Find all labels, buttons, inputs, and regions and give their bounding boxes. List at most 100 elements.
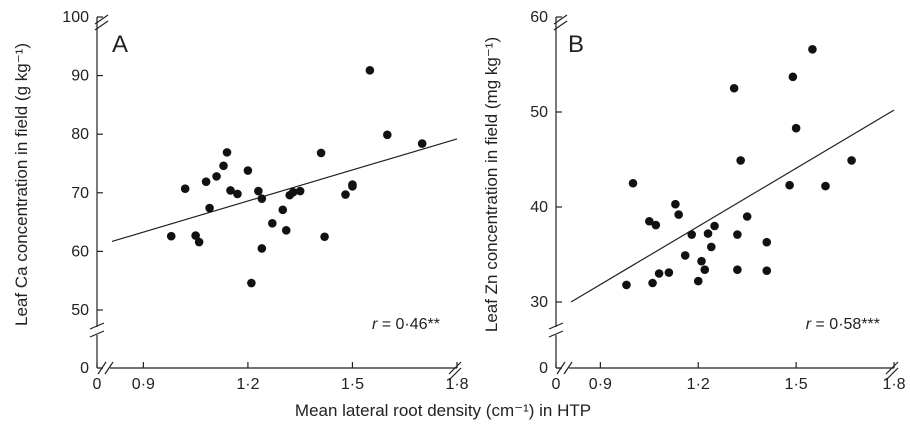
x-tick-label: 1·8 <box>445 376 468 393</box>
data-point <box>201 177 211 186</box>
correlation-value: = 0·46** <box>382 316 440 333</box>
y-tick-label: 40 <box>530 199 548 216</box>
data-point <box>257 244 267 253</box>
panel-a: 0 50 60 70 80 90 100 0 0·9 1·2 1·5 1·8 Leaf Ca conce… <box>12 9 469 393</box>
data-point <box>706 242 716 252</box>
data-point <box>687 230 697 239</box>
data-point <box>697 256 706 266</box>
x-axis-label: Mean lateral root density (cm⁻¹) in HTP <box>295 401 591 420</box>
data-point <box>222 148 232 157</box>
data-point <box>212 172 221 181</box>
data-point <box>762 237 772 247</box>
y-tick-label: 50 <box>530 104 548 121</box>
data-point <box>316 148 326 158</box>
data-point <box>226 186 235 195</box>
y-tick-label: 70 <box>71 185 89 202</box>
data-point <box>243 166 253 175</box>
data-point <box>254 186 263 196</box>
y-tick-label: 80 <box>71 126 89 143</box>
axis-break-mark <box>89 330 105 338</box>
data-point <box>736 156 745 165</box>
data-point <box>703 229 713 238</box>
axis-break-mark <box>548 330 564 338</box>
data-point <box>320 232 329 242</box>
axis-break-mark <box>104 361 114 375</box>
axes: 0 30 40 50 60 0 0·9 1·2 1·5 1·8 <box>530 9 905 393</box>
data-point <box>654 269 664 278</box>
data-point <box>417 139 427 148</box>
data-point <box>821 181 830 191</box>
data-point <box>729 83 739 93</box>
x-tick-label: 1·8 <box>882 376 905 393</box>
data-point <box>742 212 752 221</box>
x-tick-label: 1·2 <box>687 376 710 393</box>
data-point <box>288 187 298 197</box>
data-point <box>674 210 683 219</box>
data-point <box>700 265 710 275</box>
data-point <box>295 186 305 196</box>
y-tick-label: 0 <box>539 360 548 377</box>
axis-break-mark <box>553 14 568 25</box>
data-point <box>233 189 242 199</box>
x-tick-label: 0·9 <box>589 376 612 393</box>
data-point <box>180 184 190 193</box>
data-point <box>191 231 200 240</box>
data-point <box>383 130 392 140</box>
panel-b: 0 30 40 50 60 0 0·9 1·2 1·5 1·8 Leaf Zn concentrat… <box>482 9 906 393</box>
axis-break-mark <box>548 322 564 330</box>
data-point <box>166 231 176 241</box>
correlation-label: r = 0·58*** <box>806 316 880 333</box>
data-point <box>664 268 674 277</box>
axis-break-mark <box>553 20 568 31</box>
x-tick-label: 1·2 <box>236 376 259 393</box>
data-point <box>365 66 375 75</box>
axis-break-mark <box>885 367 899 381</box>
axis-break-mark <box>448 367 462 381</box>
data-point <box>785 180 794 190</box>
data-point <box>341 190 350 199</box>
data-point <box>680 251 690 260</box>
axis-break-mark <box>94 20 109 31</box>
y-tick-label: 30 <box>530 294 548 311</box>
data-point <box>788 72 798 82</box>
y-tick-label: 60 <box>530 9 548 26</box>
x-tick-label: 0 <box>93 376 102 393</box>
axis-break-mark <box>448 361 462 375</box>
y-tick-label: 60 <box>71 243 89 260</box>
data-point <box>671 199 680 209</box>
data-point <box>628 178 638 188</box>
data-point <box>278 205 288 215</box>
y-tick-label: 0 <box>80 360 89 377</box>
data-point <box>791 123 801 133</box>
panel-letter: B <box>568 31 584 58</box>
data-point <box>651 220 661 230</box>
data-point <box>247 278 256 288</box>
x-tick-label: 0 <box>552 376 561 393</box>
data-point <box>693 276 703 286</box>
correlation-value: = 0·58*** <box>816 316 881 333</box>
axis-break-mark <box>89 322 105 330</box>
data-point <box>622 280 631 290</box>
data-point <box>219 161 228 171</box>
data-point <box>733 230 742 239</box>
data-point <box>205 203 214 213</box>
x-tick-label: 1·5 <box>785 376 808 393</box>
data-point <box>268 218 277 228</box>
x-tick-label: 1·5 <box>341 376 364 393</box>
axis-break-mark <box>563 361 573 375</box>
data-points <box>622 45 856 290</box>
data-points <box>166 66 427 288</box>
data-point <box>348 182 357 191</box>
data-point <box>733 265 742 275</box>
y-tick-label: 90 <box>71 68 89 85</box>
data-point <box>194 237 204 247</box>
data-point <box>847 156 856 165</box>
y-axis-label: Leaf Zn concentration in field (mg kg⁻¹) <box>482 37 501 332</box>
axes: 0 50 60 70 80 90 100 0 0·9 1·2 1·5 1·8 <box>62 9 468 393</box>
data-point <box>645 216 654 226</box>
data-point <box>762 266 772 275</box>
x-tick-label: 0·9 <box>132 376 155 393</box>
regression-line <box>570 109 895 303</box>
axis-break-mark <box>94 14 109 25</box>
